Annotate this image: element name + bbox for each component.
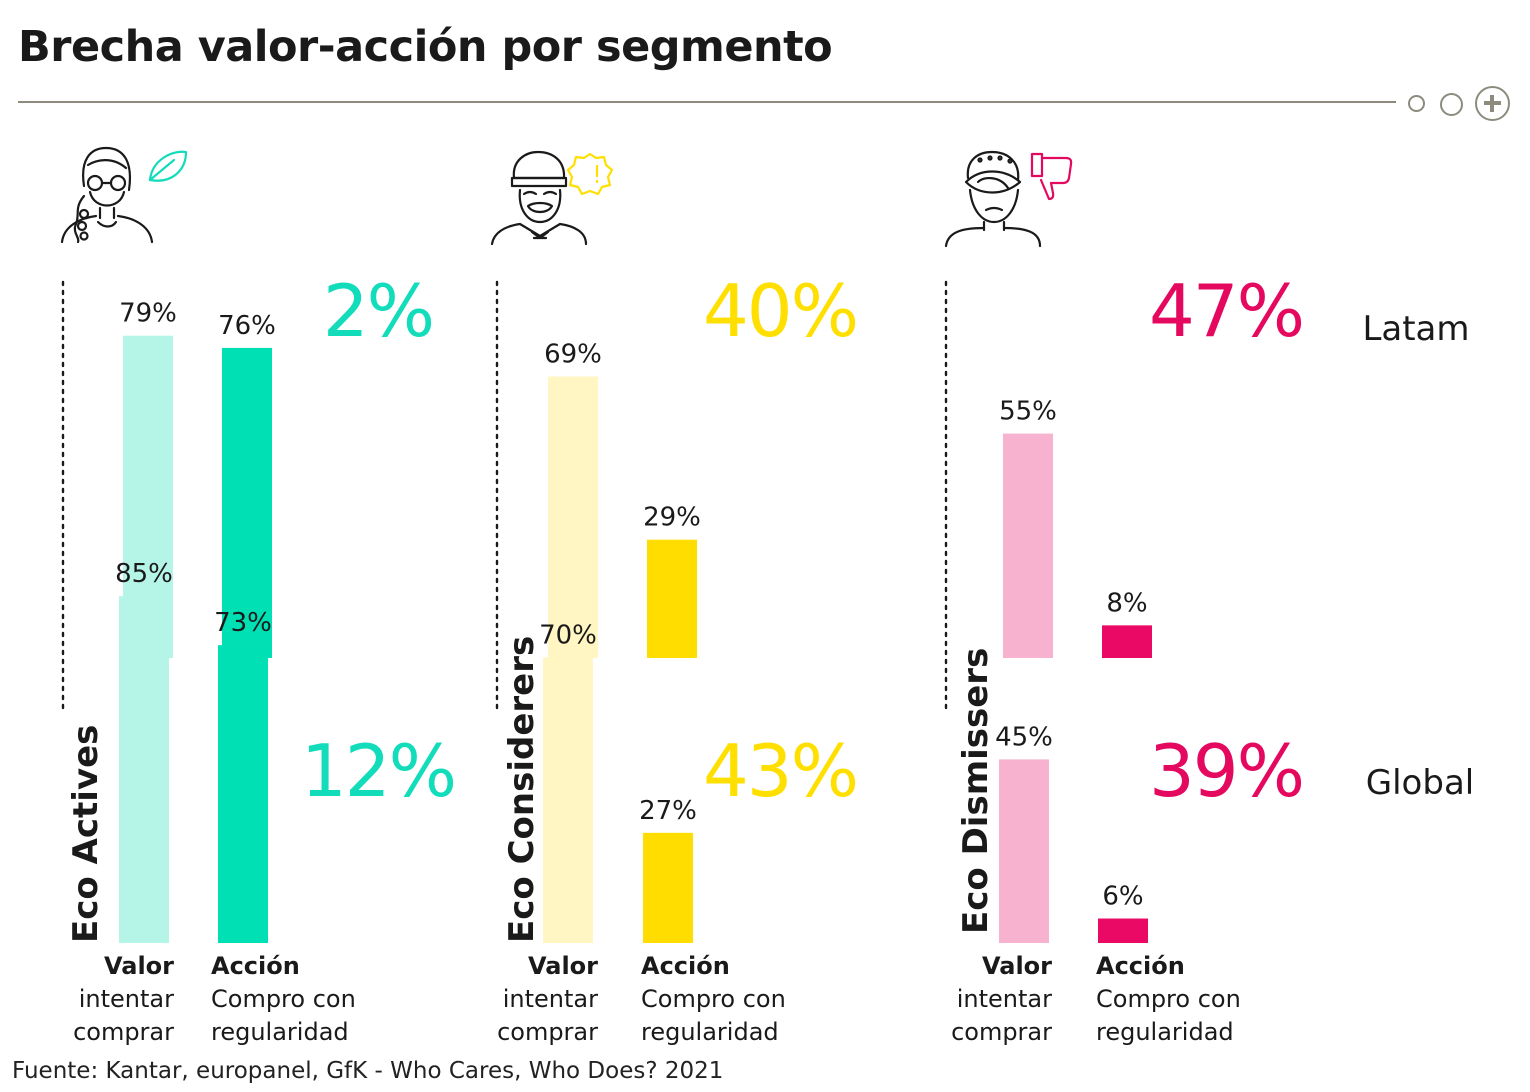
woman-leaf-icon [60, 146, 188, 244]
circle-icon[interactable] [1408, 95, 1425, 112]
person-thumbs-down-icon [944, 150, 1073, 248]
accion-line2: regularidad [211, 1018, 349, 1046]
bar-valor-latam [548, 376, 598, 658]
value-label-accion-latam: 29% [643, 503, 701, 533]
plus-circle-icon[interactable] [1475, 86, 1510, 121]
gap-value-latam: 2% [323, 269, 433, 353]
gap-value-global: 12% [301, 729, 455, 813]
gap-value-global: 43% [703, 729, 857, 813]
row-label-latam: Latam [1362, 309, 1469, 349]
bar-accion-global [1098, 918, 1148, 943]
bar-accion-global [643, 832, 693, 943]
valor-label-considerers: Valor intentar comprar [486, 950, 598, 1049]
valor-name: Valor [981, 952, 1052, 980]
segment-name-eco-actives: Eco Actives [66, 725, 106, 943]
value-label-valor-latam: 79% [119, 299, 177, 329]
accion-label-actives: Acción Compro con regularidad [211, 950, 356, 1049]
gap-value-latam: 40% [703, 269, 857, 353]
page-title: Brecha valor-acción por segmento [18, 22, 833, 72]
segment-name-eco-considerers: Eco Considerers [502, 636, 542, 943]
value-label-accion-latam: 76% [218, 311, 276, 341]
accion-label-considerers: Acción Compro con regularidad [641, 950, 786, 1049]
value-label-accion-global: 6% [1102, 882, 1143, 912]
bar-valor-global [999, 759, 1049, 943]
bar-valor-global [543, 657, 593, 943]
segment-name-eco-dismissers: Eco Dismissers [956, 648, 996, 934]
gap-value-global: 39% [1149, 729, 1303, 813]
bar-accion-latam [222, 347, 272, 658]
valor-label-dismissers: Valor intentar comprar [940, 950, 1052, 1049]
valor-line2: comprar [73, 1018, 174, 1046]
value-label-accion-latam: 8% [1106, 588, 1147, 618]
bar-accion-latam [1102, 625, 1152, 658]
value-label-valor-latam: 55% [999, 397, 1057, 427]
valor-name: Valor [103, 952, 174, 980]
row-label-global: Global [1366, 763, 1474, 803]
valor-label-actives: Valor intentar comprar [62, 950, 174, 1049]
valor-line1: intentar [78, 985, 174, 1013]
accion-name: Acción [641, 952, 730, 980]
accion-label-dismissers: Acción Compro con regularidad [1096, 950, 1241, 1049]
accion-line1: Compro con [641, 985, 786, 1013]
bar-accion-global [218, 645, 268, 943]
bar-accion-latam [647, 539, 697, 658]
accion-line2: regularidad [1096, 1018, 1234, 1046]
value-label-accion-global: 27% [639, 796, 697, 826]
man-alert-icon [490, 150, 614, 246]
bar-valor-global [119, 596, 169, 943]
valor-line2: comprar [951, 1018, 1052, 1046]
source-footer: Fuente: Kantar, europanel, GfK - Who Car… [12, 1058, 724, 1084]
valor-line1: intentar [502, 985, 598, 1013]
bar-valor-latam [1003, 433, 1053, 658]
value-label-valor-global: 85% [115, 559, 173, 589]
value-label-accion-global: 73% [214, 608, 272, 638]
accion-name: Acción [211, 952, 300, 980]
value-label-valor-global: 45% [995, 722, 1053, 752]
accion-line1: Compro con [1096, 985, 1241, 1013]
circle-icon[interactable] [1440, 93, 1463, 116]
accion-line1: Compro con [211, 985, 356, 1013]
valor-name: Valor [527, 952, 598, 980]
accion-line2: regularidad [641, 1018, 779, 1046]
title-divider [18, 101, 1396, 103]
valor-line2: comprar [497, 1018, 598, 1046]
value-label-valor-global: 70% [539, 620, 597, 650]
accion-name: Acción [1096, 952, 1185, 980]
gap-value-latam: 47% [1149, 269, 1303, 353]
valor-line1: intentar [956, 985, 1052, 1013]
value-label-valor-latam: 69% [544, 339, 602, 369]
